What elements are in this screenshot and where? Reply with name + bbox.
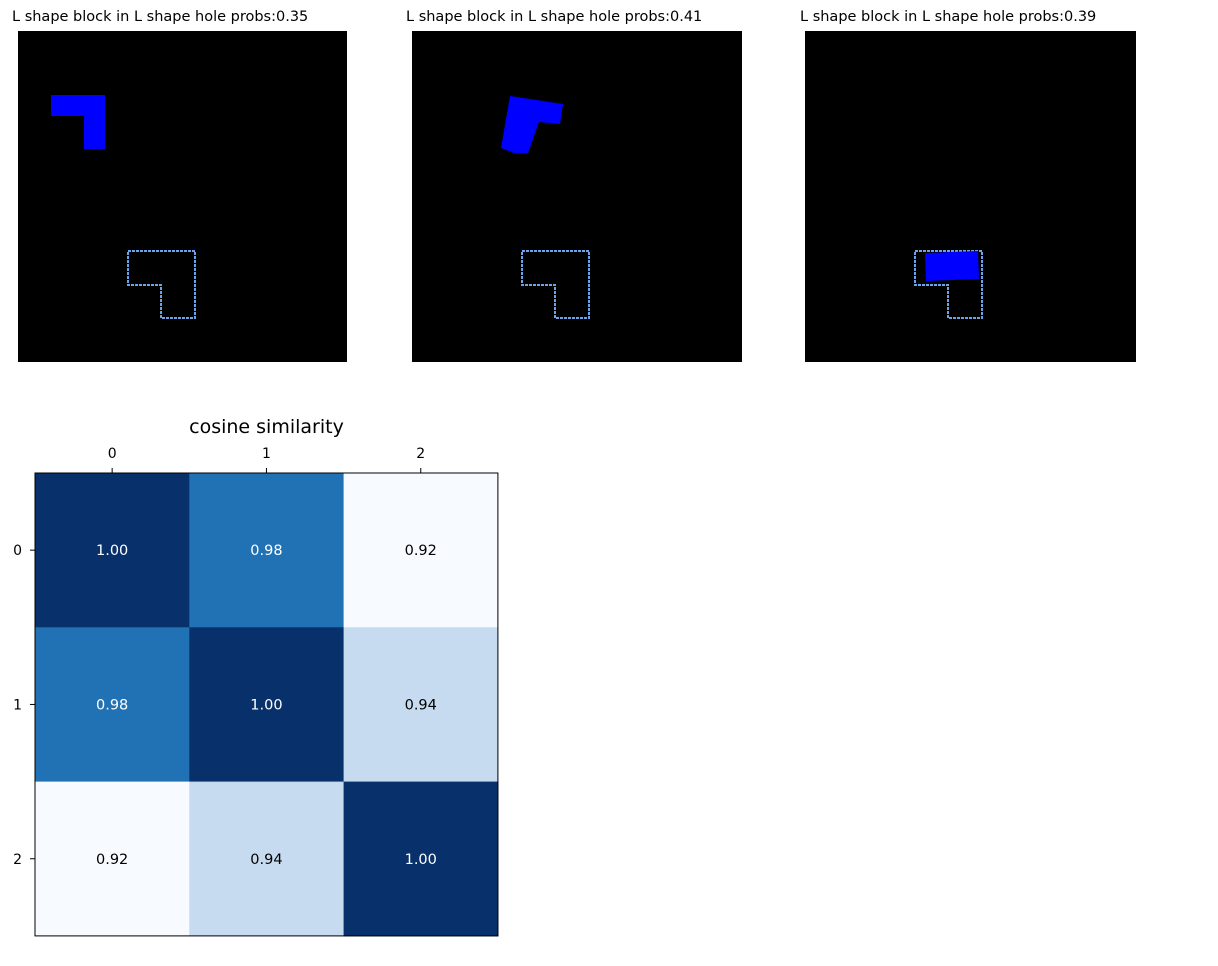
cell-value-label: 0.98	[96, 697, 128, 713]
cell-value-label: 1.00	[250, 697, 282, 713]
heatmap-cell	[35, 473, 190, 628]
l-hole-outline	[914, 250, 983, 319]
scene-image-3	[805, 31, 1136, 362]
y-tick-label: 0	[13, 543, 22, 559]
y-tick-label: 2	[13, 852, 22, 868]
cell-value-label: 1.00	[405, 852, 437, 868]
cell-value-label: 0.92	[96, 852, 128, 868]
heatmap-cell	[189, 627, 345, 783]
l-block	[51, 95, 105, 149]
l-block	[501, 96, 563, 153]
cell-value-label: 1.00	[96, 543, 128, 559]
x-tick-label: 1	[262, 446, 271, 462]
cell-value-label: 0.94	[405, 697, 437, 713]
scene-image-2	[412, 31, 742, 362]
cosine-similarity-heatmap: cosine similarity 1.00 0.98 0.92 0.98 1.00 0.…	[0, 400, 520, 960]
heatmap-svg: 1.00 0.98 0.92 0.98 1.00 0.94 0.92 0.94 1.00 0 1 2 0…	[13, 446, 499, 937]
cell-value-label: 0.98	[250, 543, 282, 559]
heatmap-cell	[189, 781, 345, 937]
heatmap-cell	[343, 781, 499, 937]
l-hole-outline	[127, 250, 196, 319]
chart-title: cosine similarity	[189, 416, 344, 438]
panel-title-1: L shape block in L shape hole probs:0.35	[12, 9, 309, 25]
heatmap-cell	[35, 627, 190, 783]
panel-title-2: L shape block in L shape hole probs:0.41	[406, 9, 703, 25]
scene-image-1	[18, 31, 347, 362]
l-hole-outline	[521, 250, 590, 319]
cell-value-label: 0.92	[405, 543, 437, 559]
y-tick-label: 1	[13, 697, 22, 713]
l-block	[925, 251, 979, 281]
panel-title-3: L shape block in L shape hole probs:0.39	[800, 9, 1097, 25]
x-tick-label: 0	[108, 446, 117, 462]
heatmap-cell	[35, 781, 190, 937]
cell-value-label: 0.94	[250, 852, 282, 868]
heatmap-cell	[189, 473, 345, 628]
x-tick-label: 2	[416, 446, 425, 462]
heatmap-cell	[343, 473, 499, 628]
heatmap-cell	[343, 627, 499, 783]
